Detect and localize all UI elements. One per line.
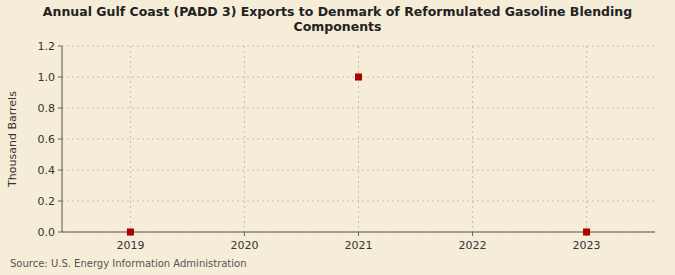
points: [127, 74, 590, 236]
y-grid-line: [62, 232, 655, 233]
y-tick-label: 1.0: [38, 71, 56, 84]
y-tick-label: 1.2: [38, 40, 56, 53]
y-axis-label: Thousand Barrels: [6, 91, 19, 188]
point: [583, 229, 590, 236]
y-tick: [58, 46, 62, 47]
y-tick-label: 0.6: [38, 133, 56, 146]
x-tick-label: 2023: [573, 239, 601, 252]
x-tick: [358, 232, 359, 236]
x-grid-line: [586, 46, 587, 232]
x-tick: [472, 232, 473, 236]
x-tick-label: 2019: [116, 239, 144, 252]
y-tick-label: 0.8: [38, 102, 56, 115]
y-tick: [58, 139, 62, 140]
x-tick-label: 2022: [459, 239, 487, 252]
point: [355, 74, 362, 81]
y-tick-label: 0.0: [38, 226, 56, 239]
x-tick-label: 2021: [345, 239, 373, 252]
chart: Annual Gulf Coast (PADD 3) Exports to De…: [0, 0, 675, 275]
x-tick: [244, 232, 245, 236]
title-line: Components: [293, 19, 381, 34]
axes: 0.0 0.2 0.4 0.6 0.8 1.0 1.2 2019 2020 2021 2022 202…: [38, 40, 656, 252]
x-grid-line: [472, 46, 473, 232]
y-tick-label: 0.4: [38, 164, 56, 177]
y-tick: [58, 170, 62, 171]
chart-container: Annual Gulf Coast (PADD 3) Exports to De…: [0, 0, 675, 275]
x-tick-label: 2020: [230, 239, 258, 252]
y-axis-line: [62, 46, 63, 232]
title-line: Annual Gulf Coast (PADD 3) Exports to De…: [43, 4, 632, 19]
point: [127, 229, 134, 236]
y-tick: [58, 201, 62, 202]
y-tick-label: 0.2: [38, 195, 56, 208]
y-tick: [58, 108, 62, 109]
x-grid-line: [244, 46, 245, 232]
y-grid-line: [62, 170, 655, 171]
grid: [62, 46, 655, 232]
y-tick: [58, 77, 62, 78]
x-grid-line: [130, 46, 131, 232]
y-grid-line: [62, 139, 655, 140]
source: Source: U.S. Energy Information Administ…: [10, 258, 247, 269]
title: Annual Gulf Coast (PADD 3) Exports to De…: [43, 4, 632, 34]
y-tick: [58, 232, 62, 233]
x-axis-line: [62, 232, 655, 233]
